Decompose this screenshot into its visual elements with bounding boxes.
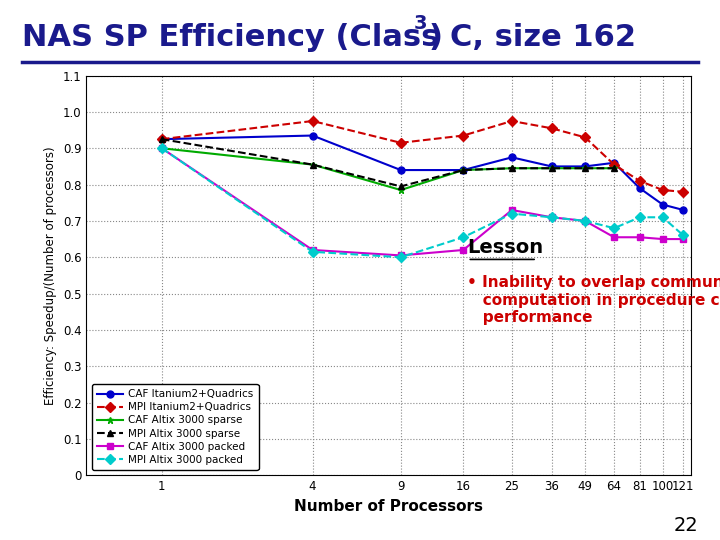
Text: Lesson: Lesson [467,239,544,258]
MPI Altix 3000 sparse [581,165,590,172]
Text: NAS SP Efficiency (Class C, size 162: NAS SP Efficiency (Class C, size 162 [22,23,636,52]
MPI Itanium2+Quadrics [547,125,556,132]
CAF Itanium2+Quadrics [679,207,688,213]
CAF Altix 3000 packed [636,234,644,240]
CAF Itanium2+Quadrics [459,167,468,173]
MPI Altix 3000 packed [508,211,516,217]
CAF Itanium2+Quadrics [636,185,644,192]
Y-axis label: Efficiency: Speedup/(Number of processors): Efficiency: Speedup/(Number of processor… [44,146,57,404]
CAF Altix 3000 sparse [158,145,166,152]
Line: MPI Itanium2+Quadrics: MPI Itanium2+Quadrics [158,118,687,195]
CAF Altix 3000 packed [397,252,405,259]
MPI Itanium2+Quadrics [308,118,317,124]
Line: CAF Altix 3000 packed: CAF Altix 3000 packed [158,145,687,259]
MPI Altix 3000 packed [397,254,405,260]
X-axis label: Number of Processors: Number of Processors [294,498,483,514]
CAF Altix 3000 packed [158,145,166,152]
MPI Itanium2+Quadrics [658,187,667,193]
CAF Altix 3000 sparse [397,187,405,193]
MPI Altix 3000 sparse [459,167,468,173]
MPI Itanium2+Quadrics [508,118,516,124]
MPI Itanium2+Quadrics [397,139,405,146]
MPI Altix 3000 sparse [397,183,405,190]
CAF Altix 3000 packed [459,247,468,253]
Line: CAF Altix 3000 sparse: CAF Altix 3000 sparse [158,145,618,193]
CAF Altix 3000 packed [508,207,516,213]
MPI Altix 3000 packed [636,214,644,220]
CAF Altix 3000 sparse [308,161,317,168]
Text: • Inability to overlap communication with
   computation in procedure calls hurt: • Inability to overlap communication wit… [467,275,720,325]
Line: MPI Altix 3000 packed: MPI Altix 3000 packed [158,145,687,261]
CAF Itanium2+Quadrics [508,154,516,160]
CAF Itanium2+Quadrics [158,136,166,143]
MPI Itanium2+Quadrics [610,161,618,168]
MPI Altix 3000 packed [547,214,556,220]
Line: CAF Itanium2+Quadrics: CAF Itanium2+Quadrics [158,132,687,213]
MPI Altix 3000 sparse [308,161,317,168]
CAF Itanium2+Quadrics [397,167,405,173]
MPI Altix 3000 sparse [508,165,516,172]
MPI Altix 3000 sparse [158,136,166,143]
CAF Altix 3000 packed [547,214,556,220]
CAF Itanium2+Quadrics [610,159,618,166]
MPI Itanium2+Quadrics [158,136,166,143]
MPI Altix 3000 sparse [610,165,618,172]
CAF Altix 3000 sparse [508,165,516,172]
Line: MPI Altix 3000 sparse: MPI Altix 3000 sparse [158,136,618,190]
CAF Altix 3000 packed [308,247,317,253]
MPI Itanium2+Quadrics [459,132,468,139]
MPI Itanium2+Quadrics [636,178,644,184]
CAF Itanium2+Quadrics [547,163,556,170]
MPI Altix 3000 sparse [547,165,556,172]
CAF Itanium2+Quadrics [308,132,317,139]
Text: ): ) [428,23,442,52]
MPI Itanium2+Quadrics [679,188,688,195]
CAF Altix 3000 sparse [459,167,468,173]
MPI Altix 3000 packed [308,248,317,255]
CAF Itanium2+Quadrics [581,163,590,170]
MPI Itanium2+Quadrics [581,134,590,140]
CAF Altix 3000 sparse [547,165,556,172]
MPI Altix 3000 packed [581,218,590,224]
Text: 3: 3 [414,14,428,33]
MPI Altix 3000 packed [658,214,667,220]
CAF Altix 3000 packed [679,236,688,242]
MPI Altix 3000 packed [158,145,166,152]
Legend: CAF Itanium2+Quadrics, MPI Itanium2+Quadrics, CAF Altix 3000 sparse, MPI Altix 3: CAF Itanium2+Quadrics, MPI Itanium2+Quad… [91,384,258,470]
MPI Altix 3000 packed [610,225,618,232]
CAF Altix 3000 sparse [581,165,590,172]
CAF Altix 3000 packed [658,236,667,242]
Text: 22: 22 [674,516,698,535]
CAF Itanium2+Quadrics [658,201,667,208]
MPI Altix 3000 packed [459,234,468,240]
CAF Altix 3000 sparse [610,165,618,172]
CAF Altix 3000 packed [610,234,618,240]
CAF Altix 3000 packed [581,218,590,224]
MPI Altix 3000 packed [679,232,688,239]
